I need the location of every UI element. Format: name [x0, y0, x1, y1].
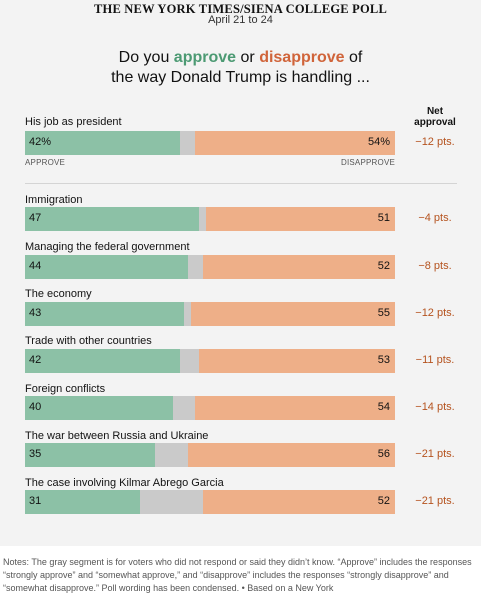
unsure-segment [139, 490, 203, 514]
row-label: Immigration [25, 194, 83, 206]
disapprove-value: 56 [377, 448, 390, 460]
row-label: The case involving Kilmar Abrego Garcia [25, 477, 224, 489]
stacked-bar: 35 56 [25, 443, 395, 467]
disapprove-value: 53 [377, 354, 390, 366]
disapprove-word: disapprove [259, 49, 345, 66]
net-approval-value: −21 pts. [415, 495, 455, 507]
approve-word: approve [173, 49, 237, 66]
disapprove-segment: 53 [198, 349, 395, 373]
approve-value: 42% [29, 136, 52, 148]
unsure-segment [173, 396, 196, 420]
stacked-bar: 31 52 [25, 490, 395, 514]
section-divider [25, 183, 457, 184]
approve-axis-label: APPROVE [25, 158, 66, 167]
disapprove-segment: 52 [202, 490, 395, 514]
net-header-line-1: Net [426, 106, 444, 117]
question-prefix: Do you [118, 49, 170, 66]
net-approval-value: −12 pts. [415, 307, 455, 319]
approve-segment: 42 [25, 349, 181, 373]
poll-dates: April 21 to 24 [208, 14, 273, 26]
poll-card: THE NEW YORK TIMES/SIENA COLLEGE POLL Ap… [0, 0, 481, 546]
net-approval-header: Net approval [404, 106, 466, 128]
disapprove-segment: 51 [206, 207, 395, 231]
approve-segment: 40 [25, 396, 173, 420]
approve-value: 43 [29, 307, 42, 319]
unsure-segment [154, 443, 188, 467]
disapprove-value: 54% [367, 136, 390, 148]
approve-segment: 43 [25, 302, 185, 326]
row-label: His job as president [25, 116, 122, 128]
stacked-bar: 42 53 [25, 349, 395, 373]
unsure-segment [184, 302, 192, 326]
approve-segment: 42% [25, 131, 181, 155]
disapprove-segment: 52 [202, 255, 395, 279]
disapprove-segment: 55 [191, 302, 395, 326]
row-label: Foreign conflicts [25, 383, 106, 395]
unsure-segment [198, 207, 207, 231]
disapprove-segment: 56 [187, 443, 395, 467]
disapprove-axis-label: DISAPPROVE [341, 158, 396, 167]
stacked-bar: 40 54 [25, 396, 395, 420]
disapprove-value: 55 [377, 307, 390, 319]
question-suffix: of [349, 49, 363, 66]
disapprove-value: 52 [377, 260, 390, 272]
approve-value: 40 [29, 401, 42, 413]
approve-segment: 47 [25, 207, 199, 231]
disapprove-value: 52 [377, 495, 390, 507]
approve-value: 47 [29, 212, 42, 224]
net-approval-value: −11 pts. [415, 354, 455, 366]
notes: Notes: The gray segment is for voters wh… [3, 557, 472, 593]
approve-value: 31 [29, 495, 42, 507]
unsure-segment [180, 349, 199, 373]
stacked-bar: 47 51 [25, 207, 395, 231]
row-label: Managing the federal government [25, 241, 190, 253]
stacked-bar: 43 55 [25, 302, 395, 326]
approve-segment: 35 [25, 443, 155, 467]
disapprove-value: 54 [377, 401, 390, 413]
approve-segment: 44 [25, 255, 188, 279]
net-approval-value: −4 pts. [418, 212, 452, 224]
unsure-segment [187, 255, 203, 279]
row-label: Trade with other countries [25, 335, 152, 347]
approve-segment: 31 [25, 490, 140, 514]
net-approval-value: −14 pts. [415, 401, 455, 413]
question-heading: Do you approve or disapprove of the way … [0, 48, 481, 88]
question-or: or [240, 49, 255, 66]
net-header-line-2: approval [414, 117, 456, 128]
net-approval-value: −21 pts. [415, 448, 455, 460]
question-line-2: the way Donald Trump is handling ... [111, 69, 370, 86]
approve-value: 35 [29, 448, 42, 460]
approve-value: 44 [29, 260, 42, 272]
disapprove-value: 51 [377, 212, 390, 224]
approve-value: 42 [29, 354, 42, 366]
disapprove-segment: 54% [195, 131, 395, 155]
row-label: The economy [25, 288, 92, 300]
question-line-1: Do you approve or disapprove of [0, 48, 481, 68]
row-label: The war between Russia and Ukraine [25, 430, 209, 442]
stacked-bar: 44 52 [25, 255, 395, 279]
net-approval-value: −8 pts. [418, 260, 452, 272]
unsure-segment [180, 131, 196, 155]
net-approval-value: −12 pts. [415, 136, 455, 148]
disapprove-segment: 54 [195, 396, 395, 420]
poll-title: THE NEW YORK TIMES/SIENA COLLEGE POLL [93, 2, 387, 16]
stacked-bar: 42% 54% [25, 131, 395, 155]
